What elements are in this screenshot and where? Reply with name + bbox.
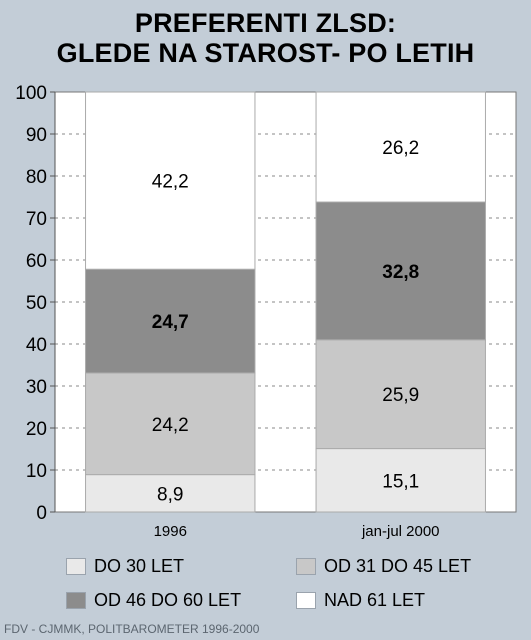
y-tick-label: 70 <box>26 209 47 230</box>
bar-segment <box>315 448 486 513</box>
y-tick-label: 60 <box>26 251 47 272</box>
legend-label-nad-61: NAD 61 LET <box>324 590 426 610</box>
x-category-label: 1996 <box>154 523 187 540</box>
bar-segment <box>85 268 256 374</box>
legend-label-do-30: DO 30 LET <box>94 556 185 576</box>
chart-title: PREFERENTI ZLSD: GLEDE NA STAROST- PO LE… <box>0 8 531 68</box>
data-label: 8,9 <box>157 484 183 505</box>
legend-swatch-46-60 <box>66 592 86 609</box>
legend-label-31-45: OD 31 DO 45 LET <box>324 556 472 576</box>
legend-label-46-60: OD 46 DO 60 LET <box>94 590 242 610</box>
data-label: 32,8 <box>382 262 419 283</box>
y-tick-label: 10 <box>26 461 47 482</box>
data-label: 24,7 <box>152 312 189 333</box>
y-tick-label: 0 <box>36 503 47 524</box>
chart-title-line-2: GLEDE NA STAROST- PO LETIH <box>56 38 475 68</box>
bar-segment <box>85 372 256 476</box>
data-label: 42,2 <box>152 172 189 193</box>
legend-item-46-60: OD 46 DO 60 LET <box>66 590 241 611</box>
y-tick-label: 50 <box>26 293 47 314</box>
data-label: 25,9 <box>382 385 419 406</box>
legend: DO 30 LET OD 31 DO 45 LET OD 46 DO 60 LE… <box>0 548 531 618</box>
y-tick-label: 80 <box>26 167 47 188</box>
bar-segment <box>85 474 256 513</box>
chart-title-line-1: PREFERENTI ZLSD: <box>134 8 397 38</box>
legend-swatch-31-45 <box>296 558 316 575</box>
y-tick-label: 90 <box>26 125 47 146</box>
legend-swatch-do-30 <box>66 558 86 575</box>
x-category-label: jan-jul 2000 <box>361 523 440 540</box>
data-label: 26,2 <box>382 138 419 159</box>
data-label: 24,2 <box>152 415 189 436</box>
bar-segment <box>315 91 486 203</box>
source-footer: FDV - CJMMK, POLITBAROMETER 1996-2000 <box>4 622 260 636</box>
legend-item-do-30: DO 30 LET <box>66 556 184 577</box>
legend-item-nad-61: NAD 61 LET <box>296 590 425 611</box>
bar-segment <box>315 201 486 341</box>
legend-item-31-45: OD 31 DO 45 LET <box>296 556 471 577</box>
data-label: 15,1 <box>382 471 419 492</box>
stacked-bar-chart: 0 10 20 30 40 50 60 70 80 90 100 8,9 24,2 24,7 42,2 199… <box>15 83 517 540</box>
y-tick-label: 100 <box>15 83 47 104</box>
y-tick-label: 20 <box>26 419 47 440</box>
bar-segment <box>85 91 256 270</box>
legend-swatch-nad-61 <box>296 592 316 609</box>
y-tick-label: 30 <box>26 377 47 398</box>
y-tick-label: 40 <box>26 335 47 356</box>
